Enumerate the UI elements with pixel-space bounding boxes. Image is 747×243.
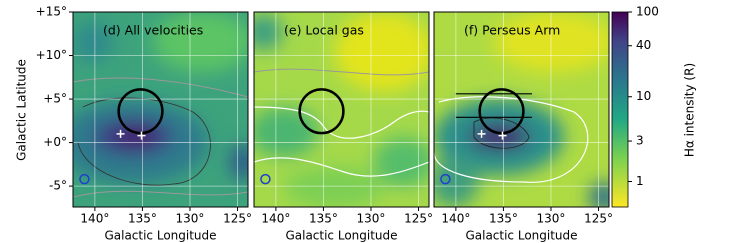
x-tick-label: 130° <box>176 212 205 226</box>
panel-title: (e) Local gas <box>284 23 364 38</box>
cross-marker <box>116 129 125 138</box>
y-tick-label: +5° <box>43 92 67 106</box>
panel-title: (d) All velocities <box>103 23 203 38</box>
region-circle <box>478 88 525 135</box>
map-image <box>434 12 609 207</box>
x-tick-label: 140° <box>441 212 470 226</box>
colorbar-tick-label: 1 <box>636 174 644 188</box>
marker-circle <box>440 173 451 185</box>
map-image <box>73 12 248 207</box>
x-tick-label: 140° <box>261 212 290 226</box>
colorbar <box>611 11 629 208</box>
colorbar-tick-label: 40 <box>636 38 651 52</box>
cross-marker <box>477 129 486 138</box>
x-tick-label: 125° <box>223 212 252 226</box>
y-tick-label: +10° <box>36 48 67 62</box>
x-tick-label: 135° <box>489 212 518 226</box>
panel-frame <box>253 11 430 208</box>
x-tick-label: 130° <box>537 212 566 226</box>
y-axis-label: Galactic Latitude <box>15 59 29 161</box>
marker-circle <box>260 173 271 185</box>
cross-marker <box>116 129 125 138</box>
y-tick-label: +15° <box>36 5 67 19</box>
x-axis-label: Galactic Longitude <box>285 229 397 243</box>
region-circle <box>117 88 164 135</box>
x-tick-label: 125° <box>584 212 613 226</box>
x-tick-label: 140° <box>80 212 109 226</box>
colorbar-tick-label: 100 <box>636 5 659 19</box>
y-tick-label: -5° <box>49 179 67 193</box>
cross-marker <box>477 129 486 138</box>
cross-marker <box>498 131 507 140</box>
region-circle <box>298 88 345 135</box>
x-tick-label: 135° <box>309 212 338 226</box>
panel-frame <box>72 11 249 208</box>
x-tick-label: 125° <box>404 212 433 226</box>
x-tick-label: 135° <box>128 212 157 226</box>
panel-title: (f) Perseus Arm <box>464 23 560 38</box>
panel-frame <box>433 11 610 208</box>
colorbar-tick-label: 3 <box>636 134 644 148</box>
x-tick-label: 130° <box>357 212 386 226</box>
cross-marker <box>137 131 146 140</box>
map-image <box>254 12 429 207</box>
colorbar-label: Hα intensity (R) <box>683 63 697 157</box>
x-axis-label: Galactic Longitude <box>104 229 216 243</box>
cross-marker <box>498 131 507 140</box>
cross-marker <box>137 131 146 140</box>
marker-circle <box>79 173 90 185</box>
y-tick-label: +0° <box>43 135 67 149</box>
x-axis-label: Galactic Longitude <box>465 229 577 243</box>
colorbar-tick-label: 10 <box>636 89 651 103</box>
